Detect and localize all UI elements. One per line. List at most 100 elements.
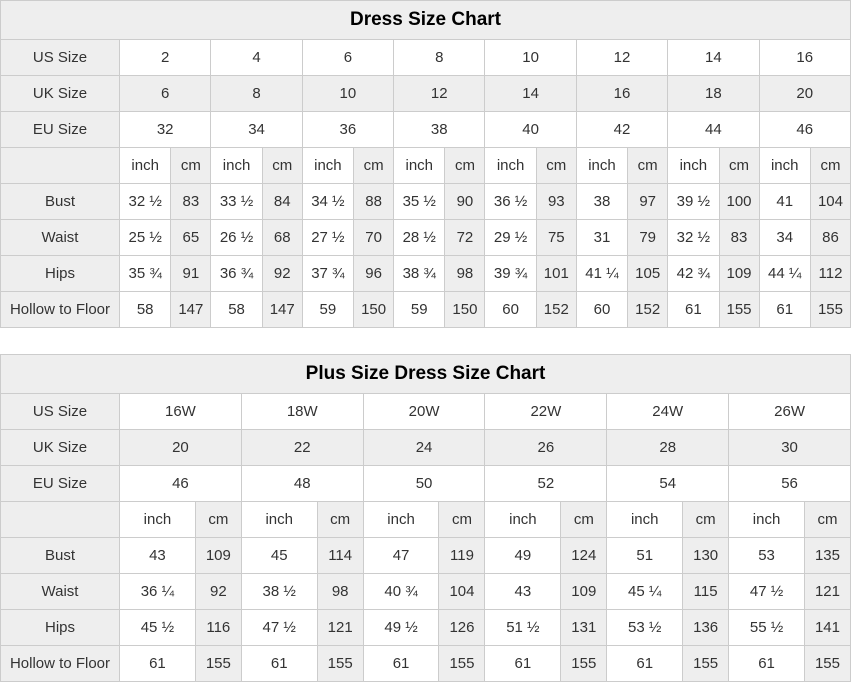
measure-inch-cell: 51	[606, 537, 684, 574]
measure-cm-cell: 155	[682, 645, 730, 682]
size-value-cell: 34	[210, 111, 303, 148]
measure-inch-cell: 32 ½	[118, 183, 172, 220]
measure-cm-cell: 115	[682, 573, 730, 610]
size-value-cell: 8	[210, 75, 303, 112]
measure-cm-cell: 126	[438, 609, 486, 646]
table-title-row: Dress Size Chart	[0, 0, 851, 40]
measure-row: Bust 32 ½ 83 33 ½ 84 34 ½ 88 35 ½ 90 36 ½ 93 38 97 39…	[0, 183, 851, 220]
measure-row-label: Waist	[0, 573, 120, 610]
measure-inch-cell: 49 ½	[362, 609, 440, 646]
measure-inch-cell: 26 ½	[210, 219, 263, 256]
size-value-cell: 16W	[119, 393, 242, 430]
size-value-cell: 16	[758, 39, 851, 76]
measure-inch-cell: 47 ½	[728, 573, 805, 610]
measure-inch-cell: 35 ¾	[118, 255, 172, 292]
measure-inch-cell: 38 ½	[240, 573, 318, 610]
size-value-cell: 22	[240, 429, 364, 466]
size-value-cell: 4	[210, 39, 303, 76]
unit-inch-header: inch	[758, 147, 811, 184]
measure-cm-cell: 155	[560, 645, 608, 682]
size-row-label: US Size	[0, 393, 120, 430]
table-title-row: Plus Size Dress Size Chart	[0, 354, 851, 394]
unit-cm-header: cm	[535, 147, 577, 184]
size-value-cell: 46	[119, 465, 242, 502]
measure-cm-cell: 86	[809, 219, 851, 256]
measure-inch-cell: 59	[301, 291, 355, 328]
unit-cm-header: cm	[444, 147, 486, 184]
measure-row-label: Waist	[0, 219, 120, 256]
measure-inch-cell: 43	[119, 537, 196, 574]
measure-row: Hollow to Floor 58 147 58 147 59 150 59 150 60 152…	[0, 291, 851, 328]
measure-inch-cell: 32 ½	[667, 219, 720, 256]
measure-cm-cell: 114	[316, 537, 364, 574]
unit-cm-header: cm	[170, 147, 212, 184]
measure-cm-cell: 155	[316, 645, 364, 682]
measure-inch-cell: 47 ½	[240, 609, 318, 646]
size-value-cell: 26W	[728, 393, 851, 430]
measure-inch-cell: 61	[240, 645, 318, 682]
measure-cm-cell: 147	[261, 291, 303, 328]
size-value-cell: 20W	[362, 393, 486, 430]
size-value-cell: 42	[575, 111, 669, 148]
measure-cm-cell: 91	[170, 255, 212, 292]
measure-cm-cell: 147	[170, 291, 212, 328]
size-value-cell: 20	[758, 75, 851, 112]
size-row-label: EU Size	[0, 465, 120, 502]
unit-cm-header: cm	[803, 501, 851, 538]
dress-size-chart-body: US Size 2 4 6 8 10 12 14 16 UK Size 6 8 10 12 14 16 18 20…	[0, 39, 851, 328]
measure-cm-cell: 65	[170, 219, 212, 256]
measure-cm-cell: 155	[438, 645, 486, 682]
measure-inch-cell: 61	[728, 645, 805, 682]
size-value-cell: 30	[728, 429, 851, 466]
unit-cm-header: cm	[316, 501, 364, 538]
size-value-cell: 6	[118, 75, 212, 112]
size-row: US Size 2 4 6 8 10 12 14 16	[0, 39, 851, 76]
unit-inch-header: inch	[606, 501, 684, 538]
unit-row-label-cell	[0, 501, 120, 538]
size-row-label: EU Size	[0, 111, 120, 148]
measure-inch-cell: 27 ½	[301, 219, 355, 256]
measure-inch-cell: 45	[240, 537, 318, 574]
unit-inch-header: inch	[210, 147, 263, 184]
measure-row-label: Hips	[0, 255, 120, 292]
measure-inch-cell: 38	[575, 183, 629, 220]
size-value-cell: 18	[667, 75, 760, 112]
measure-cm-cell: 130	[682, 537, 730, 574]
measure-cm-cell: 112	[809, 255, 851, 292]
measure-inch-cell: 44 ¼	[758, 255, 811, 292]
size-row: EU Size 46 48 50 52 54 56	[0, 465, 851, 502]
plus-size-chart-title: Plus Size Dress Size Chart	[0, 354, 851, 394]
measure-cm-cell: 155	[809, 291, 851, 328]
measure-cm-cell: 155	[194, 645, 242, 682]
plus-size-dress-size-chart-table: Plus Size Dress Size Chart US Size 16W 18W…	[0, 354, 851, 682]
size-value-cell: 22W	[484, 393, 608, 430]
measure-inch-cell: 60	[484, 291, 537, 328]
size-value-cell: 48	[240, 465, 364, 502]
measure-cm-cell: 104	[809, 183, 851, 220]
unit-cm-header: cm	[438, 501, 486, 538]
measure-cm-cell: 84	[261, 183, 303, 220]
measure-cm-cell: 68	[261, 219, 303, 256]
size-value-cell: 44	[667, 111, 760, 148]
unit-cm-header: cm	[718, 147, 760, 184]
measure-cm-cell: 79	[627, 219, 669, 256]
measure-cm-cell: 101	[535, 255, 577, 292]
measure-inch-cell: 36 ¼	[119, 573, 196, 610]
measure-cm-cell: 152	[627, 291, 669, 328]
measure-cm-cell: 109	[194, 537, 242, 574]
measure-inch-cell: 38 ¾	[393, 255, 446, 292]
measure-cm-cell: 109	[718, 255, 760, 292]
unit-header-row: inch cm inch cm inch cm inch cm inch cm inch cm inch…	[0, 147, 851, 184]
measure-cm-cell: 83	[718, 219, 760, 256]
measure-inch-cell: 36 ½	[484, 183, 537, 220]
measure-inch-cell: 34 ½	[301, 183, 355, 220]
size-value-cell: 12	[393, 75, 486, 112]
measure-row-label: Hollow to Floor	[0, 645, 120, 682]
dress-size-chart-header: Dress Size Chart	[0, 0, 851, 40]
measure-cm-cell: 100	[718, 183, 760, 220]
measure-cm-cell: 98	[444, 255, 486, 292]
unit-row-label-cell	[0, 147, 120, 184]
unit-cm-header: cm	[560, 501, 608, 538]
measure-inch-cell: 40 ¾	[362, 573, 440, 610]
